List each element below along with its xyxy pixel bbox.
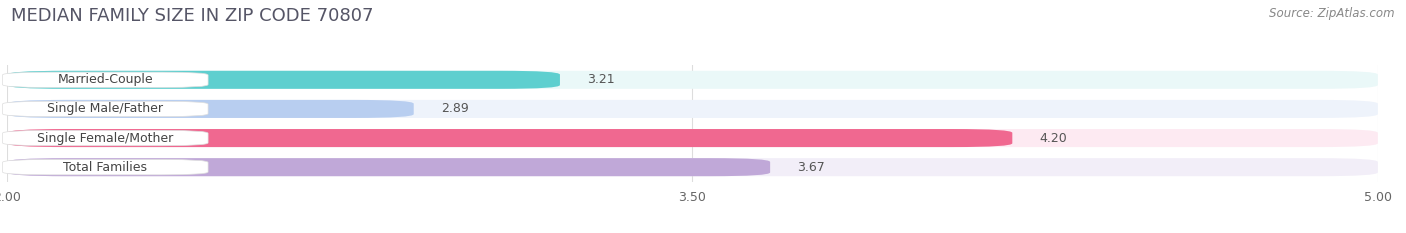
FancyBboxPatch shape <box>3 72 208 87</box>
FancyBboxPatch shape <box>7 71 1378 89</box>
Text: Source: ZipAtlas.com: Source: ZipAtlas.com <box>1270 7 1395 20</box>
Text: Married-Couple: Married-Couple <box>58 73 153 86</box>
FancyBboxPatch shape <box>3 130 208 146</box>
FancyBboxPatch shape <box>7 158 1378 176</box>
FancyBboxPatch shape <box>3 101 208 116</box>
Text: 3.67: 3.67 <box>797 161 825 174</box>
Text: 4.20: 4.20 <box>1039 132 1067 144</box>
FancyBboxPatch shape <box>7 71 560 89</box>
FancyBboxPatch shape <box>7 100 413 118</box>
Text: 2.89: 2.89 <box>441 103 468 115</box>
Text: Single Female/Mother: Single Female/Mother <box>37 132 173 144</box>
FancyBboxPatch shape <box>7 100 1378 118</box>
Text: 3.21: 3.21 <box>588 73 614 86</box>
Text: MEDIAN FAMILY SIZE IN ZIP CODE 70807: MEDIAN FAMILY SIZE IN ZIP CODE 70807 <box>11 7 374 25</box>
FancyBboxPatch shape <box>7 129 1012 147</box>
FancyBboxPatch shape <box>3 160 208 175</box>
Text: Total Families: Total Families <box>63 161 148 174</box>
FancyBboxPatch shape <box>7 158 770 176</box>
FancyBboxPatch shape <box>7 129 1378 147</box>
Text: Single Male/Father: Single Male/Father <box>48 103 163 115</box>
